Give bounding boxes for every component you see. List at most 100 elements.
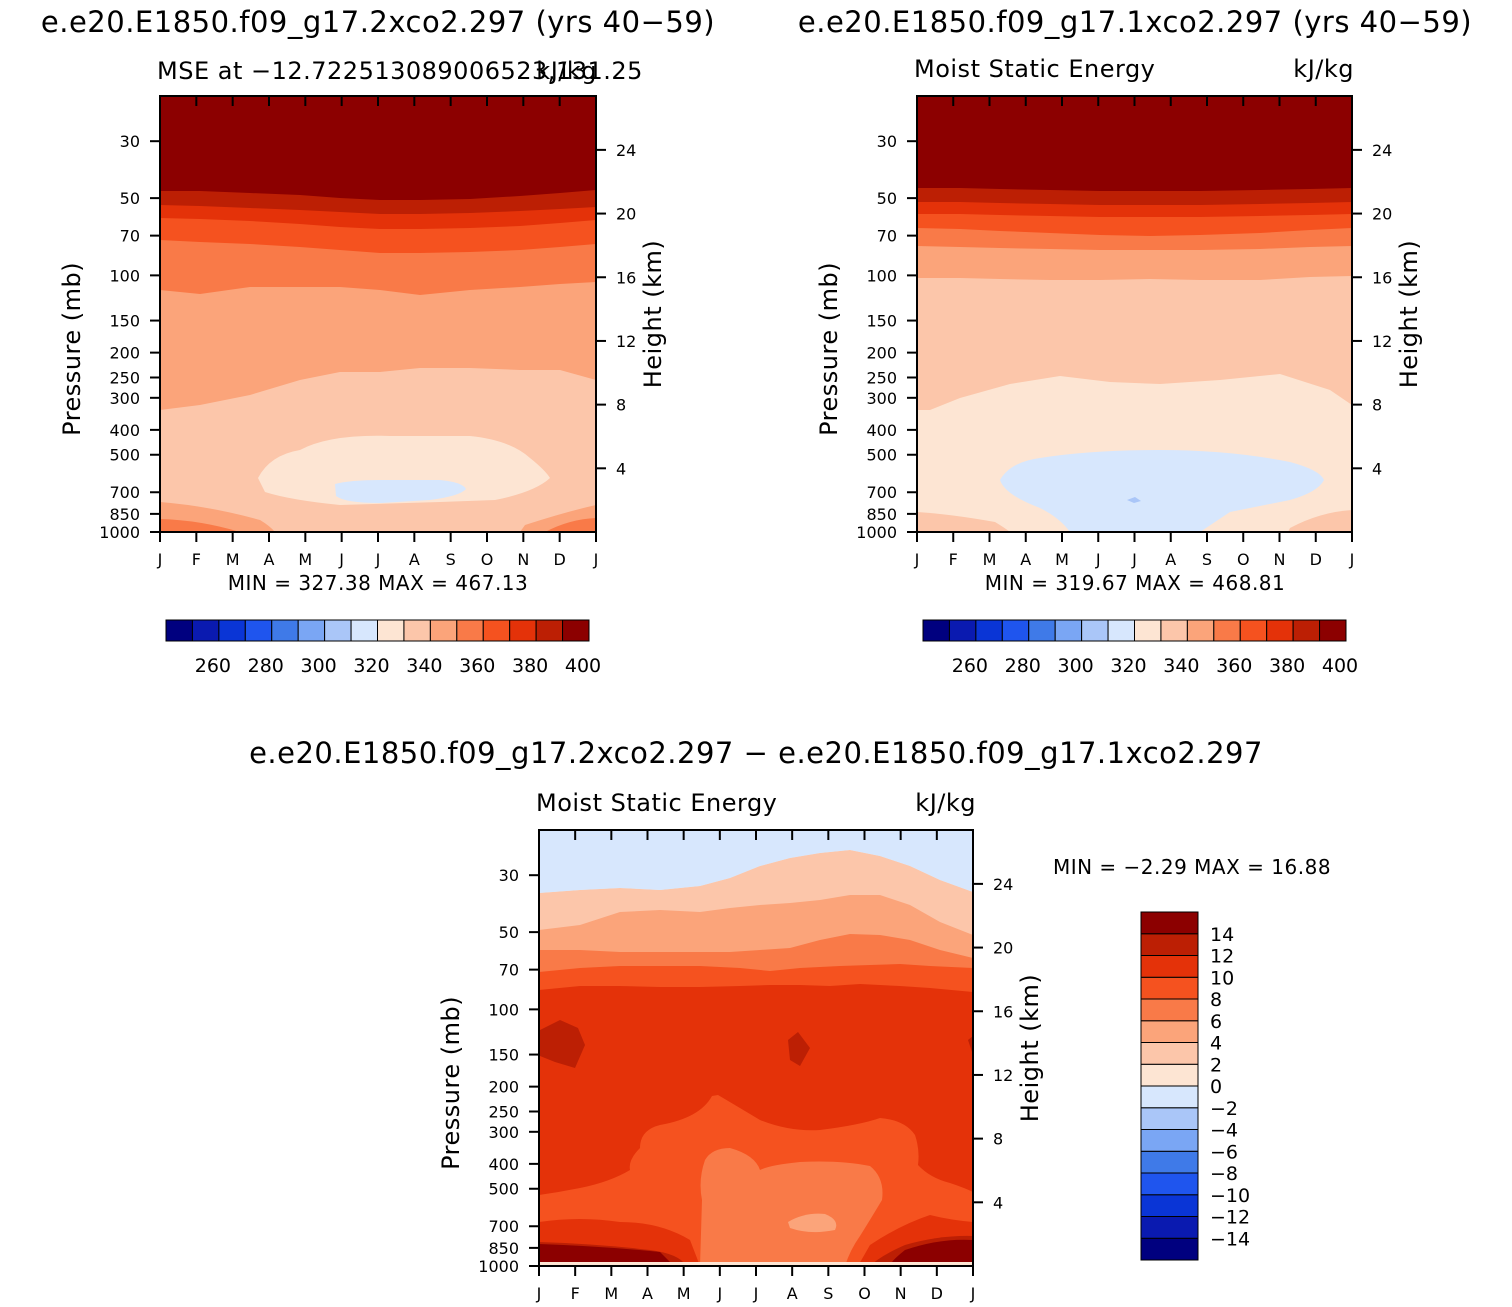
month-tick-label: D	[1310, 550, 1322, 569]
colorbar-swatch	[1001, 619, 1030, 642]
height-tick-label: 20	[616, 205, 636, 224]
height-tick-label: 20	[993, 939, 1013, 958]
panel1-title: e.e20.E1850.f09_g17.2xco2.297 (yrs 40−59…	[41, 5, 715, 39]
colorbar-swatch	[1140, 1194, 1199, 1217]
month-tick-label: J	[716, 1284, 722, 1303]
panel2-units: kJ/kg	[1293, 55, 1354, 83]
colorbar-swatch	[1081, 619, 1109, 642]
month-tick-label: J	[1095, 550, 1101, 569]
pressure-tick-label: 30	[120, 132, 140, 151]
colorbar-swatch	[1028, 619, 1056, 642]
band-neg2-0	[539, 832, 973, 893]
colorbar-swatch	[1186, 619, 1215, 642]
panel-2xco2: e.e20.E1850.f09_g17.2xco2.297 (yrs 40−59…	[41, 5, 715, 677]
colorbar-swatch	[403, 619, 431, 642]
month-tick-label: J	[375, 550, 381, 569]
colorbar-swatch	[1140, 1216, 1199, 1239]
colorbar-swatch	[562, 619, 590, 642]
pressure-tick-label: 200	[488, 1078, 519, 1097]
month-tick-label: D	[554, 550, 566, 569]
pressure-tick-label: 850	[488, 1239, 519, 1258]
month-tick-label: S	[446, 550, 456, 569]
pressure-tick-label: 200	[109, 344, 140, 363]
panel1-units: kJ/kg	[536, 57, 597, 85]
month-tick-label: N	[895, 1284, 907, 1303]
month-tick-label: J	[157, 550, 163, 569]
band-gt-400	[917, 96, 1352, 191]
pressure-tick-label: 400	[109, 421, 140, 440]
colorbar-swatch	[1140, 1150, 1199, 1174]
panel3-contour-field	[539, 830, 973, 1266]
colorbar-swatch	[1160, 619, 1188, 642]
month-tick-label: M	[298, 550, 312, 569]
pressure-tick-label: 100	[109, 266, 140, 285]
month-tick-label: A	[642, 1284, 653, 1303]
month-tick-label: F	[192, 550, 201, 569]
panel3-axes: J F M A M J J A S O N D J 30 50 70 100 150 200 250 300 400 500…	[437, 830, 1044, 1303]
height-tick-label: 8	[1372, 396, 1382, 415]
colorbar-swatch	[948, 619, 977, 642]
month-tick-label: J	[536, 1284, 542, 1303]
colorbar-label: 280	[1005, 655, 1041, 677]
colorbar-swatch	[218, 619, 246, 642]
pressure-tick-label: 500	[488, 1180, 519, 1199]
pressure-tick-label: 700	[866, 483, 897, 502]
colorbar-swatch	[1292, 619, 1321, 642]
pressure-tick-label: 150	[488, 1046, 519, 1065]
colorbar-swatch	[509, 619, 537, 642]
band-bottom-right-360-370	[545, 518, 596, 532]
month-tick-label: N	[517, 550, 529, 569]
colorbar-swatch	[1140, 1237, 1199, 1261]
colorbar-label: 6	[1210, 1011, 1222, 1033]
pressure-tick-label: 30	[499, 866, 519, 885]
colorbar-swatch	[1107, 619, 1135, 642]
panel1-axes: J F M A M J J A S O N D J 30 50 70 100 150 200 250 300 400 500…	[58, 96, 667, 569]
panel-difference: e.e20.E1850.f09_g17.2xco2.297 − e.e20.E1…	[249, 736, 1330, 1303]
colorbar-label: 12	[1210, 946, 1234, 968]
month-tick-label: M	[226, 550, 240, 569]
pressure-tick-label: 250	[488, 1102, 519, 1121]
colorbar-swatch	[165, 619, 193, 642]
colorbar-label: 4	[1210, 1033, 1222, 1055]
colorbar-swatch	[1140, 1042, 1199, 1065]
colorbar-label: 380	[1269, 655, 1305, 677]
height-tick-label: 16	[1372, 268, 1392, 287]
colorbar-label: 360	[459, 655, 495, 677]
band-310-320-spot	[1127, 497, 1141, 503]
pressure-tick-label: 250	[109, 368, 140, 387]
panel2-contour-field	[917, 96, 1352, 532]
pressure-tick-label: 100	[488, 1000, 519, 1019]
month-tick-label: J	[970, 1284, 976, 1303]
colorbar-swatch	[1140, 1085, 1199, 1109]
colorbar-label: 400	[1322, 655, 1358, 677]
panel3-units: kJ/kg	[915, 789, 976, 817]
height-tick-label: 12	[1372, 332, 1392, 351]
height-tick-label: 24	[616, 141, 636, 160]
pressure-tick-label: 30	[877, 132, 897, 151]
band-bottom-left-360-370	[160, 519, 240, 532]
month-tick-label: A	[1165, 550, 1176, 569]
colorbar-swatch	[1140, 1129, 1199, 1152]
band-bottom-right-340-350	[1288, 510, 1352, 532]
month-tick-label: O	[858, 1284, 871, 1303]
month-tick-label: F	[949, 550, 958, 569]
colorbar-swatch	[1266, 619, 1294, 642]
month-tick-label: M	[983, 550, 997, 569]
month-tick-label: J	[753, 1284, 759, 1303]
height-tick-label: 4	[993, 1193, 1003, 1212]
pressure-tick-label: 70	[499, 961, 519, 980]
pressure-tick-label: 150	[866, 312, 897, 331]
colorbar-swatch	[1140, 1107, 1199, 1130]
colorbar-label: 300	[300, 655, 336, 677]
panel3-left-title: Moist Static Energy	[536, 789, 777, 817]
colorbar-swatch	[297, 619, 326, 642]
colorbar-label: −6	[1210, 1141, 1238, 1163]
pressure-tick-label: 250	[866, 368, 897, 387]
pressure-tick-label: 700	[109, 483, 140, 502]
panel2-colorbar: 260 280 300 320 340 360 380 400	[922, 619, 1358, 677]
month-tick-label: S	[823, 1284, 833, 1303]
colorbar-swatch	[975, 619, 1003, 642]
colorbar-swatch	[1213, 619, 1241, 642]
colorbar-swatch	[350, 619, 378, 642]
